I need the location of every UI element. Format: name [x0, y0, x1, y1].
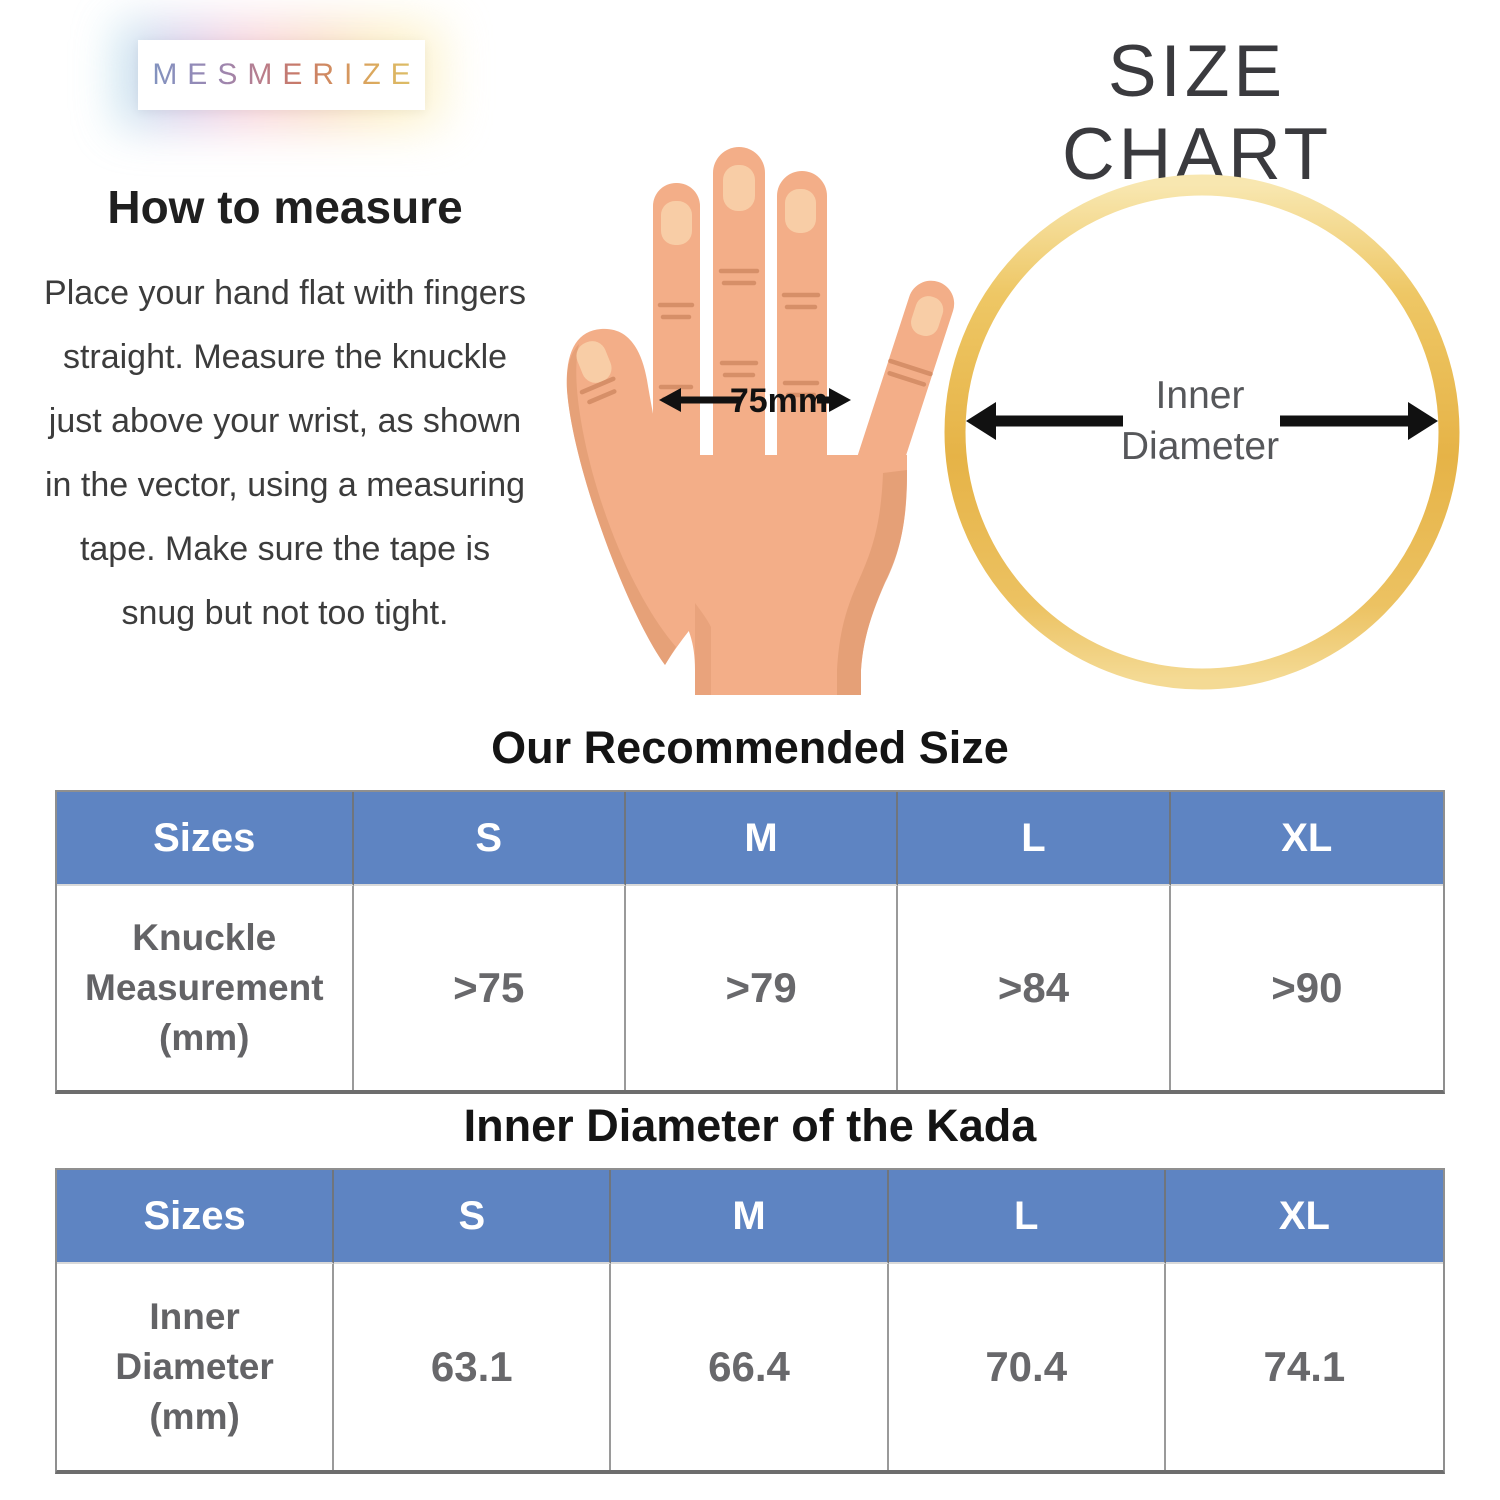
logo-box: MESMERIZE	[138, 40, 425, 110]
knuckle-measurement-label: 75mm	[730, 382, 828, 420]
brand-logo: MESMERIZE	[116, 22, 447, 128]
table2-value-xl: 74.1	[1165, 1264, 1443, 1470]
table2-value-l: 70.4	[888, 1264, 1166, 1470]
hand-ring-finger	[777, 171, 827, 501]
recommended-size-table: Sizes S M L XL Knuckle Measurement (mm) …	[55, 790, 1445, 1094]
table1-header-xl: XL	[1170, 792, 1443, 886]
how-to-measure-instructions: Place your hand flat with fingers straig…	[44, 274, 526, 632]
table2-row-label: Inner Diameter (mm)	[57, 1264, 335, 1470]
table1-row-label: Knuckle Measurement (mm)	[57, 886, 354, 1090]
table1-value-xl: >90	[1170, 886, 1443, 1090]
how-to-measure-section: How to measure Place your hand flat with…	[42, 180, 528, 645]
table2-value-m: 66.4	[611, 1264, 889, 1470]
table2-header-m: M	[611, 1170, 889, 1264]
hand-index-finger	[653, 183, 700, 493]
knuckle-lines	[579, 268, 933, 405]
hand-shading-right	[837, 470, 907, 695]
hand-illustration: 75mm	[566, 147, 955, 695]
inner-diameter-title: Inner Diameter of the Kada	[463, 1100, 1037, 1151]
table1-header-sizes: Sizes	[57, 792, 354, 886]
inner-diameter-table: Sizes S M L XL Inner Diameter (mm) 63.1 …	[55, 1168, 1445, 1474]
table2-header-sizes: Sizes	[57, 1170, 335, 1264]
how-to-measure-heading: How to measure	[107, 181, 463, 233]
table1-header-l: L	[898, 792, 1171, 886]
table2-value-s: 63.1	[334, 1264, 612, 1470]
index-nail	[661, 201, 692, 245]
inner-diameter-arrow	[966, 402, 1438, 440]
hand-shading-wrist	[695, 603, 711, 695]
inner-diameter-label-line1: Inner	[1156, 374, 1245, 417]
hand-middle-finger	[713, 147, 765, 497]
table1-value-l: >84	[898, 886, 1171, 1090]
pinky-nail	[911, 296, 944, 337]
ring-nail	[785, 189, 816, 233]
page-title: SIZE CHART	[1061, 31, 1333, 195]
middle-nail	[723, 165, 755, 211]
thumb-nail	[576, 341, 612, 383]
knuckle-measurement-arrow: 75mm	[659, 382, 851, 420]
table2-header-xl: XL	[1165, 1170, 1443, 1264]
table2-header-l: L	[888, 1170, 1166, 1264]
bangle-illustration: Inner Diameter	[944, 174, 1460, 690]
table1-value-s: >75	[353, 886, 626, 1090]
hand-pinky-finger	[835, 280, 955, 550]
table1-value-m: >79	[625, 886, 899, 1090]
table1-header-s: S	[353, 792, 626, 886]
gold-bangle-ring	[944, 174, 1460, 690]
table2-header-s: S	[334, 1170, 612, 1264]
recommended-size-title: Our Recommended Size	[491, 722, 1009, 773]
inner-diameter-label-line2: Diameter	[1121, 425, 1279, 468]
hand-thumb	[566, 328, 711, 665]
logo-wordmark: MESMERIZE	[142, 58, 420, 92]
table1-header-m: M	[625, 792, 899, 886]
